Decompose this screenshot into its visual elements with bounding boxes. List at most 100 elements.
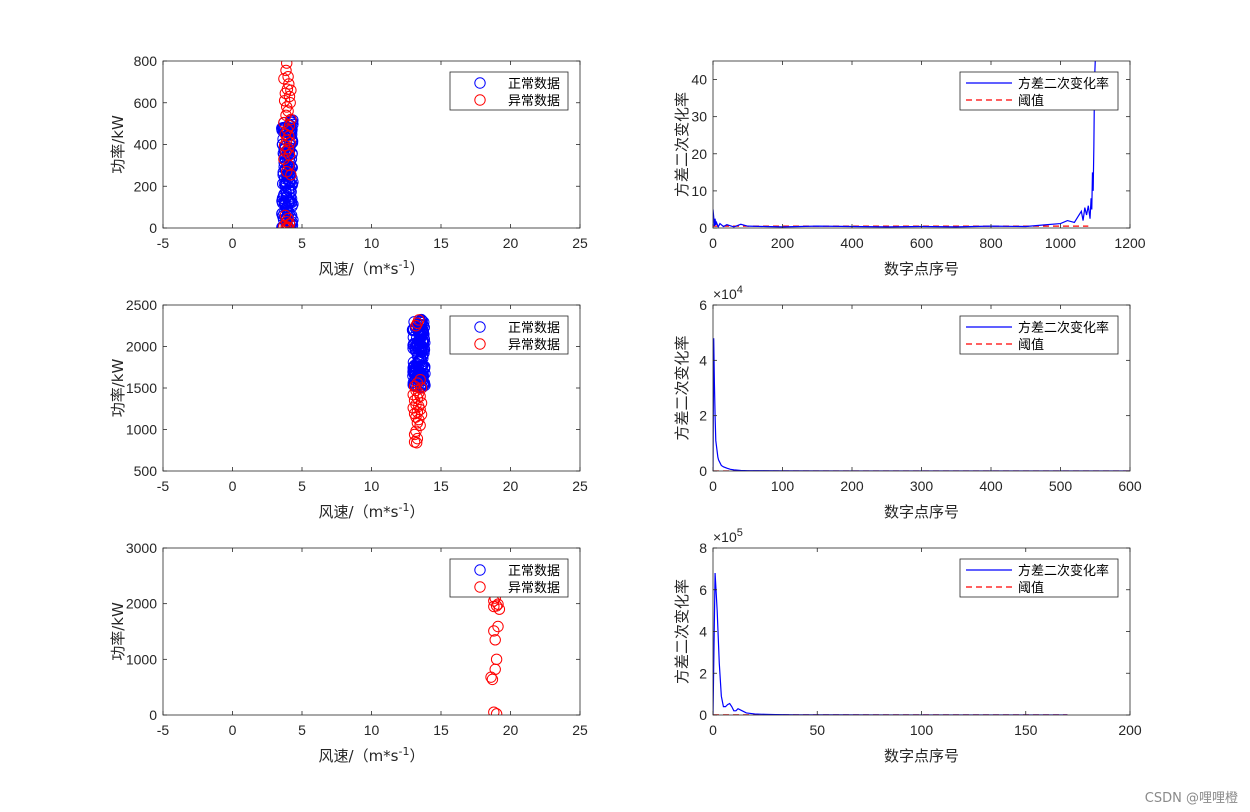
legend-box [449,315,569,355]
x-tick-label: 400 [840,235,864,251]
x-tick-label: 600 [1118,478,1142,494]
legend-label: 方差二次变化率 [1018,320,1109,336]
x-tick-label: 400 [979,478,1003,494]
plot-area [276,61,299,228]
x-tick-label: 20 [503,722,519,738]
anomaly-point [280,64,292,77]
anomaly-point [285,169,297,181]
anomaly-point [283,218,296,228]
anomaly-point [279,128,292,140]
anomaly-point [285,84,297,96]
y-tick-label: 30 [691,109,707,125]
legend-label: 异常数据 [508,94,560,109]
anomaly-point [411,317,424,329]
anomaly-point [281,134,293,147]
x-tick-label: 0 [229,722,237,738]
anomaly-point [411,432,424,445]
anomaly-point [493,603,506,615]
normal-point [285,192,298,205]
x-tick-label: 500 [1049,478,1073,494]
normal-point [282,197,295,209]
anomaly-point [490,653,503,666]
chart-p5: -5 0 5 10 15 20 250100020003000风速/（m*s-1）功率/kW… [109,540,588,765]
anomaly-point [410,320,422,332]
y-tick-label: 2000 [126,339,157,355]
x-tick-label: 25 [572,235,588,251]
x-axis-label: 风速/（m*s-1） [319,258,425,278]
anomaly-point [490,708,503,715]
anomaly-point [280,222,292,228]
normal-point [278,196,290,208]
y-tick-label: 1000 [126,651,157,667]
x-tick-label: 600 [910,235,934,251]
plot-area [406,313,431,449]
legend-label: 正常数据 [508,77,560,92]
x-tick-label: 25 [572,478,588,494]
x-tick-label: 150 [1014,722,1038,738]
y-tick-label: 600 [134,95,158,111]
legend-marker [474,321,486,333]
y-axis-label: 方差二次变化率 [673,92,691,197]
normal-point [411,338,424,350]
y-tick-label: 10 [691,183,707,199]
y-tick-label: 2000 [126,596,157,612]
anomaly-point [281,221,294,228]
x-tick-label: 20 [503,478,519,494]
legend-label: 阈值 [1018,93,1044,109]
x-tick-label: 200 [840,478,864,494]
x-axis-label: 风速/（m*s-1） [319,745,425,765]
legend-box [959,71,1119,111]
x-tick-label: 10 [364,235,380,251]
anomaly-point [285,113,297,126]
anomaly-point [284,136,296,149]
anomaly-point [488,625,500,637]
x-axis-label: 数字点序号 [884,503,959,521]
x-tick-label: -5 [157,722,170,738]
x-tick-label: 50 [809,722,825,738]
legend-box [959,558,1119,598]
legend-marker [474,338,486,350]
x-tick-label: 0 [229,478,237,494]
x-tick-label: 20 [503,235,519,251]
anomaly-point [283,222,295,228]
x-tick-label: 800 [979,235,1003,251]
anomaly-point [279,87,292,100]
legend-box [449,558,569,598]
y-tick-label: 800 [134,53,158,69]
y-tick-label: 0 [699,220,707,236]
normal-point [418,328,430,341]
chart-p4: 0 100 200 300 400 500 6000246×104数字点序号方差二次变化率方… [673,284,1142,521]
x-tick-label: 5 [298,478,306,494]
y-axis-label: 功率/kW [109,115,127,174]
anomaly-point [281,165,293,178]
x-axis-label: 数字点序号 [884,747,959,765]
normal-point [413,344,425,356]
legend-marker [474,77,486,89]
anomaly-point [490,600,503,612]
normal-point [416,360,428,373]
legend-label: 阈值 [1018,580,1044,596]
x-tick-label: 200 [1118,722,1142,738]
x-tick-label: 10 [364,478,380,494]
anomaly-point [281,61,293,69]
anomaly-point [415,397,428,409]
y-tick-label: 6 [699,582,707,598]
legend-box [449,71,569,111]
legend-label: 异常数据 [508,338,560,353]
y-tick-label: 8 [699,540,707,556]
legend-marker [474,564,486,576]
x-tick-label: 0 [709,478,717,494]
y-axis-label: 功率/kW [109,359,127,418]
plot-area [713,61,1096,228]
y-tick-label: 0 [149,220,157,236]
anomaly-point [284,97,296,109]
anomaly-point [278,94,291,107]
chart-p2: 0 200 400 600 800 1000 1200 0 10 20 30 40 数字点序号 方差二次变… [673,60,1146,278]
x-tick-label: 0 [229,235,237,251]
legend-label: 正常数据 [508,564,560,579]
y-tick-label: 6 [699,297,707,313]
y-axis-label: 方差二次变化率 [673,335,691,440]
x-tick-label: 100 [910,722,934,738]
y-tick-label: 3000 [126,540,157,556]
